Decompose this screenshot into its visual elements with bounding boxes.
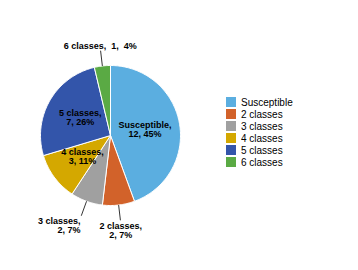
- html-text:5 classes: 5 classes: [241, 144, 283, 156]
- html-text:3 classes: 3 classes: [241, 120, 283, 132]
- svg-text:5 classes,7, 26%: 5 classes,7, 26%: [59, 108, 102, 127]
- svg-text:3 classes,2, 7%: 3 classes,2, 7%: [38, 216, 81, 235]
- html-text:6 classes: 6 classes: [241, 156, 283, 168]
- svg-text:Susceptible,12, 45%: Susceptible,12, 45%: [118, 120, 171, 139]
- svg-text:6 classes, 1, 4%: 6 classes, 1, 4%: [64, 41, 137, 51]
- html-text:Susceptible: Susceptible: [241, 96, 293, 108]
- svg-text:4 classes,3, 11%: 4 classes,3, 11%: [61, 147, 104, 166]
- html-text:4 classes: 4 classes: [241, 132, 283, 144]
- svg-text:2 classes,2, 7%: 2 classes,2, 7%: [99, 221, 142, 240]
- html-text:2 classes: 2 classes: [241, 108, 283, 120]
